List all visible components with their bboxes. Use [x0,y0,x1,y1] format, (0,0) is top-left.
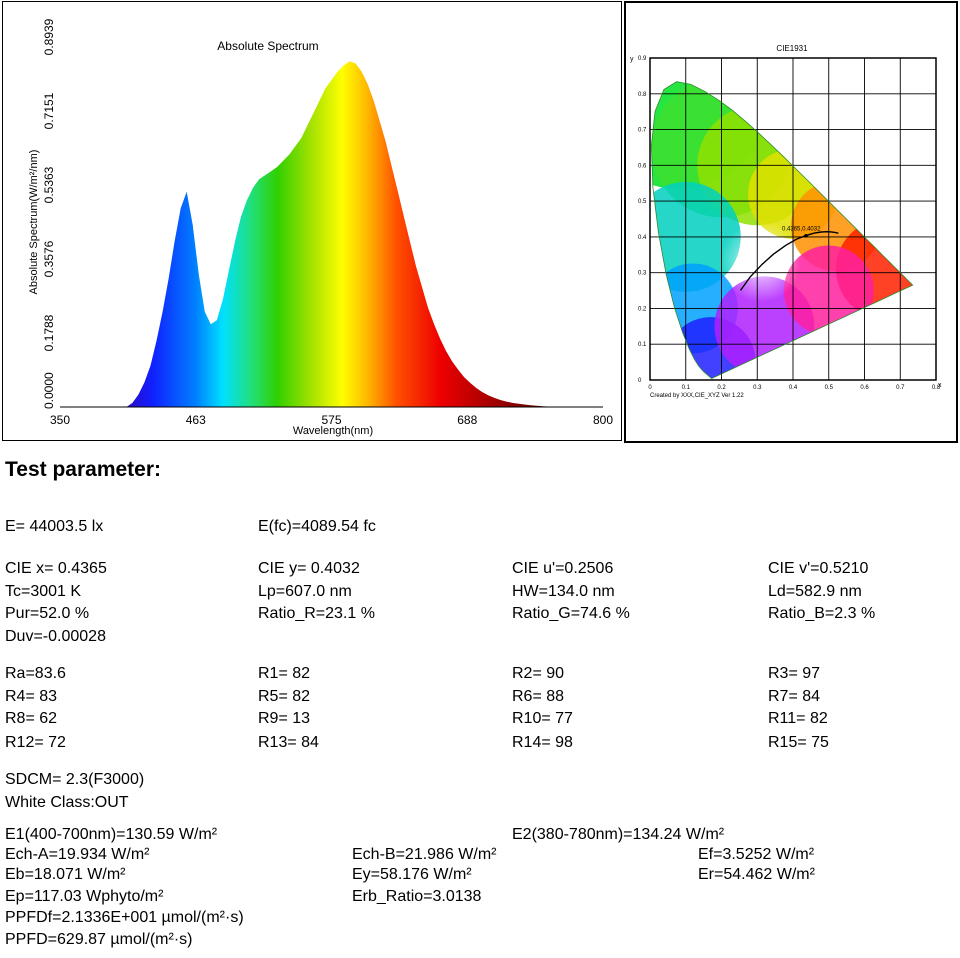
spectrum-x-tick-label: 575 [321,413,341,427]
spectrum-y-tick-label: 0.1788 [42,314,56,351]
cie-y-tick-label: 0.8 [638,92,647,98]
measured-point-label: 0.4365,0.4032 [782,227,821,233]
ratio-r-value: Ratio_R=23.1 % [258,605,375,622]
r11-value: R11= 82 [768,710,828,727]
r6-value: R6= 88 [512,688,565,705]
ra-value: Ra=83.6 [5,665,66,682]
cie-y-tick-label: 0.6 [638,163,647,169]
cie-y-tick-label: 0 [638,378,642,384]
cie-x-axis-label: x [938,382,942,389]
r5-value: R5= 82 [258,688,311,705]
ratio-b-value: Ratio_B=2.3 % [768,605,876,622]
ef-value: Ef=3.5252 W/m² [698,846,815,863]
cie-y-tick-label: 0.1 [638,342,647,348]
cie-v-value: CIE v'=0.5210 [768,560,869,577]
ey-value: Ey=58.176 W/m² [352,866,472,883]
r3-value: R3= 97 [768,665,821,682]
measured-point-marker [804,233,808,238]
cie-y-tick-label: 0.7 [638,128,647,134]
r15-value: R15= 75 [768,734,829,751]
cie-x-tick-label: 0.4 [789,385,798,391]
cie-chromaticity-chart: CIE1931 y x 0 0.1 0.2 0.3 0.4 0.5 0.6 0.7 0.8 0 0.… [630,44,942,399]
tc-value: Tc=3001 K [5,583,82,600]
cie-u-value: CIE u'=0.2506 [512,560,614,577]
spectrum-y-tick-label: 0.8939 [42,18,56,55]
spectrum-x-tick-label: 688 [457,413,477,427]
test-parameter-heading: Test parameter: [5,458,162,481]
spectrum-title: Absolute Spectrum [217,39,318,53]
cie-chart-panel: CIE1931 y x 0 0.1 0.2 0.3 0.4 0.5 0.6 0.7 0.8 0 0.… [624,1,958,443]
cie-x-tick-label: 0.5 [825,385,834,391]
ppfdf-value: PPFDf=2.1336E+001 µmol/(m²·s) [5,909,244,926]
cie-y-tick-label: 0.4 [638,235,647,241]
r2-value: R2= 90 [512,665,565,682]
spectrum-chart: Absolute Spectrum Absolute Spectrum(W/m²… [28,18,613,437]
erb-ratio-value: Erb_Ratio=3.0138 [352,888,482,905]
lp-value: Lp=607.0 nm [258,583,352,600]
cie-y-tick-label: 0.5 [638,199,647,205]
spectrum-y-tick-label: 0.7151 [42,92,56,129]
cie-x-tick-label: 0.6 [860,385,869,391]
ppfd-value: PPFD=629.87 µmol/(m²·s) [5,931,193,948]
spectral-locus-outline [650,81,914,379]
r7-value: R7= 84 [768,688,821,705]
r10-value: R10= 77 [512,710,573,727]
r1-value: R1= 82 [258,665,311,682]
r12-value: R12= 72 [5,734,66,751]
ech-b-value: Ech-B=21.986 W/m² [352,846,497,863]
spectrum-area [126,61,579,408]
e2-value: E2(380-780nm)=134.24 W/m² [512,826,725,843]
cie-title: CIE1931 [776,44,808,53]
cie-x-tick-label: 0.2 [717,385,726,391]
r14-value: R14= 98 [512,734,573,751]
spectrum-y-tick-label: 0.0000 [42,372,56,409]
cie-x-tick-label: 0.1 [682,385,691,391]
spectrum-x-axis-label: Wavelength(nm) [293,425,373,437]
cie-x-tick-label: 0.8 [932,385,941,391]
r8-value: R8= 62 [5,710,58,727]
white-class-value: White Class:OUT [5,794,129,811]
eb-value: Eb=18.071 W/m² [5,866,126,883]
cie-x-value: CIE x= 0.4365 [5,560,107,577]
r13-value: R13= 84 [258,734,319,751]
spectrum-chart-panel: Absolute Spectrum Absolute Spectrum(W/m²… [2,1,622,441]
duv-value: Duv=-0.00028 [5,628,106,645]
spectrum-x-tick-label: 350 [50,413,70,427]
spectrum-y-tick-label: 0.5363 [42,166,56,203]
ratio-g-value: Ratio_G=74.6 % [512,605,630,622]
white-point-glow [720,221,801,302]
spectrum-x-tick-label: 800 [593,413,613,427]
er-value: Er=54.462 W/m² [698,866,815,883]
cie-y-tick-label: 0.9 [638,56,647,62]
spectrum-y-tick-label: 0.3576 [42,240,56,277]
cie-y-tick-label: 0.3 [638,271,647,277]
spectrum-x-tick-label: 463 [186,413,206,427]
cie-y-tick-label: 0.2 [638,306,647,312]
cie-x-tick-label: 0 [648,385,652,391]
r4-value: R4= 83 [5,688,58,705]
hw-value: HW=134.0 nm [512,583,615,600]
sdcm-value: SDCM= 2.3(F3000) [5,771,145,788]
ld-value: Ld=582.9 nm [768,583,862,600]
pur-value: Pur=52.0 % [5,605,90,622]
illuminance-value: E= 44003.5 lx [5,518,104,535]
ech-a-value: Ech-A=19.934 W/m² [5,846,150,863]
r9-value: R9= 13 [258,710,311,727]
cie-x-tick-label: 0.3 [753,385,762,391]
cie-x-tick-label: 0.7 [896,385,905,391]
cie-y-axis-label: y [630,56,634,63]
ep-value: Ep=117.03 Wphyto/m² [5,888,164,905]
e1-value: E1(400-700nm)=130.59 W/m² [5,826,218,843]
test-parameters-section: Test parameter: E= 44003.5 lx E(fc)=4089… [0,448,960,956]
cie-y-value: CIE y= 0.4032 [258,560,360,577]
spectrum-y-axis-label: Absolute Spectrum(W/m²/nm) [28,150,40,295]
cie-footer-text: Created by XXX,CIE_XYZ Ver 1.22 [650,393,744,399]
illuminance-fc-value: E(fc)=4089.54 fc [258,518,376,535]
